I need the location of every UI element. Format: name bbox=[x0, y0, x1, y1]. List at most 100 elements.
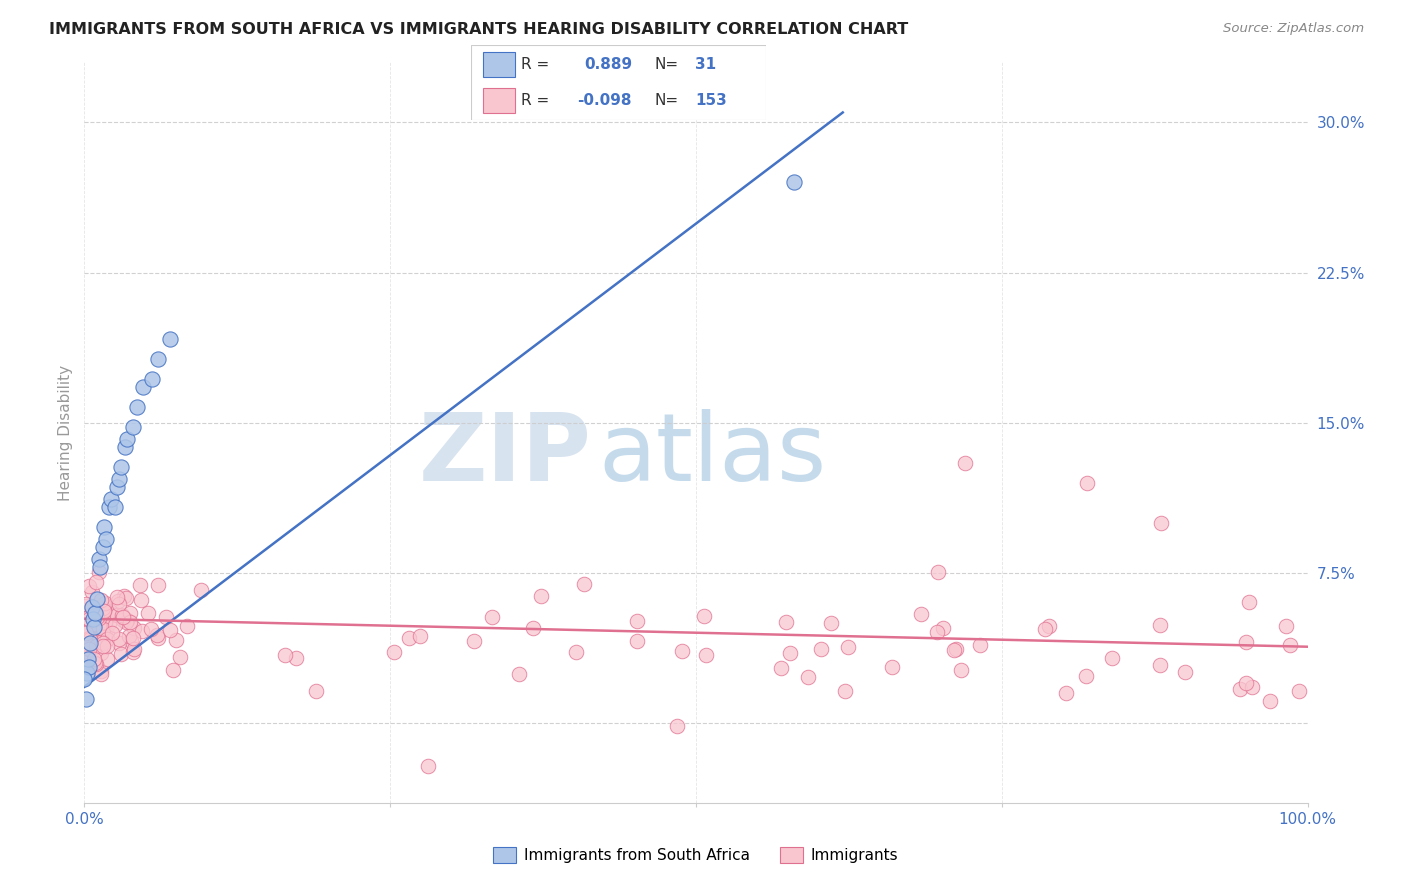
FancyBboxPatch shape bbox=[482, 52, 516, 78]
Point bbox=[79, 632, 101, 647]
Point bbox=[969, 638, 991, 652]
Point bbox=[84, 606, 107, 620]
Point bbox=[1076, 669, 1098, 683]
Point bbox=[75, 626, 97, 640]
Legend: Immigrants from South Africa, Immigrants: Immigrants from South Africa, Immigrants bbox=[488, 841, 904, 869]
Point bbox=[572, 577, 595, 591]
Point bbox=[110, 647, 132, 661]
Point bbox=[104, 617, 127, 632]
Point bbox=[111, 610, 134, 624]
Point bbox=[1054, 686, 1077, 700]
Point bbox=[96, 626, 118, 640]
Point bbox=[1101, 650, 1123, 665]
Point bbox=[77, 642, 100, 657]
Point bbox=[79, 608, 101, 623]
Point bbox=[834, 683, 856, 698]
Point bbox=[114, 615, 136, 629]
Point bbox=[165, 633, 187, 648]
Point bbox=[1174, 665, 1197, 679]
Point bbox=[96, 639, 118, 653]
Point bbox=[931, 621, 953, 635]
Point bbox=[93, 630, 115, 644]
Point bbox=[129, 578, 152, 592]
Point bbox=[1076, 475, 1098, 490]
Point bbox=[91, 622, 114, 636]
Point bbox=[80, 640, 103, 655]
Point bbox=[284, 650, 307, 665]
Point bbox=[105, 480, 128, 494]
Point bbox=[305, 684, 328, 698]
Point bbox=[810, 642, 832, 657]
Point bbox=[111, 607, 134, 622]
Point bbox=[96, 652, 118, 666]
Point bbox=[132, 379, 155, 393]
Point bbox=[77, 631, 100, 645]
Point bbox=[93, 604, 115, 618]
Point bbox=[77, 659, 100, 673]
Point bbox=[87, 611, 110, 625]
Point bbox=[950, 663, 973, 677]
Point bbox=[481, 609, 503, 624]
Point bbox=[79, 636, 101, 650]
Point bbox=[671, 644, 693, 658]
Text: 153: 153 bbox=[696, 93, 727, 108]
Point bbox=[75, 599, 97, 613]
Point bbox=[139, 622, 162, 636]
Point bbox=[94, 622, 117, 636]
Point bbox=[129, 593, 152, 607]
Point bbox=[1229, 682, 1251, 697]
Point bbox=[86, 575, 108, 590]
Point bbox=[820, 616, 842, 631]
Point bbox=[91, 540, 114, 554]
Point bbox=[1035, 623, 1057, 637]
Point bbox=[945, 641, 967, 656]
Point bbox=[115, 432, 138, 446]
Point bbox=[84, 640, 107, 654]
Point bbox=[86, 601, 108, 615]
Point bbox=[118, 629, 141, 643]
Text: ZIP: ZIP bbox=[419, 409, 592, 500]
Point bbox=[146, 578, 169, 592]
Point bbox=[927, 566, 949, 580]
Point bbox=[107, 472, 129, 486]
Point bbox=[76, 665, 98, 680]
Point bbox=[626, 614, 648, 628]
Point bbox=[837, 640, 859, 655]
Point bbox=[910, 607, 932, 621]
Point bbox=[97, 604, 120, 618]
Point bbox=[1236, 634, 1258, 648]
Point bbox=[463, 633, 485, 648]
Point bbox=[83, 620, 105, 634]
Point bbox=[274, 648, 297, 662]
Point bbox=[84, 640, 107, 654]
Text: R =: R = bbox=[522, 93, 550, 108]
Point bbox=[75, 611, 97, 625]
Point bbox=[104, 500, 127, 514]
Point bbox=[86, 610, 108, 624]
Point bbox=[1258, 694, 1281, 708]
Text: -0.098: -0.098 bbox=[578, 93, 631, 108]
Point bbox=[75, 691, 97, 706]
Point bbox=[769, 661, 792, 675]
Point bbox=[93, 519, 115, 533]
Point bbox=[91, 627, 114, 641]
Point bbox=[96, 632, 118, 647]
Point bbox=[82, 657, 104, 671]
Point bbox=[91, 636, 114, 650]
Point bbox=[409, 629, 432, 643]
Text: Source: ZipAtlas.com: Source: ZipAtlas.com bbox=[1223, 22, 1364, 36]
Point bbox=[86, 591, 108, 606]
FancyBboxPatch shape bbox=[471, 45, 766, 120]
Point bbox=[125, 400, 148, 414]
Point bbox=[146, 631, 169, 645]
Point bbox=[84, 656, 107, 670]
Text: N=: N= bbox=[654, 57, 678, 72]
Point bbox=[775, 615, 797, 629]
Point bbox=[89, 559, 111, 574]
Y-axis label: Hearing Disability: Hearing Disability bbox=[58, 365, 73, 500]
Point bbox=[105, 607, 128, 622]
Point bbox=[1236, 675, 1258, 690]
Point bbox=[190, 582, 212, 597]
Text: N=: N= bbox=[654, 93, 678, 108]
Point bbox=[110, 459, 132, 474]
